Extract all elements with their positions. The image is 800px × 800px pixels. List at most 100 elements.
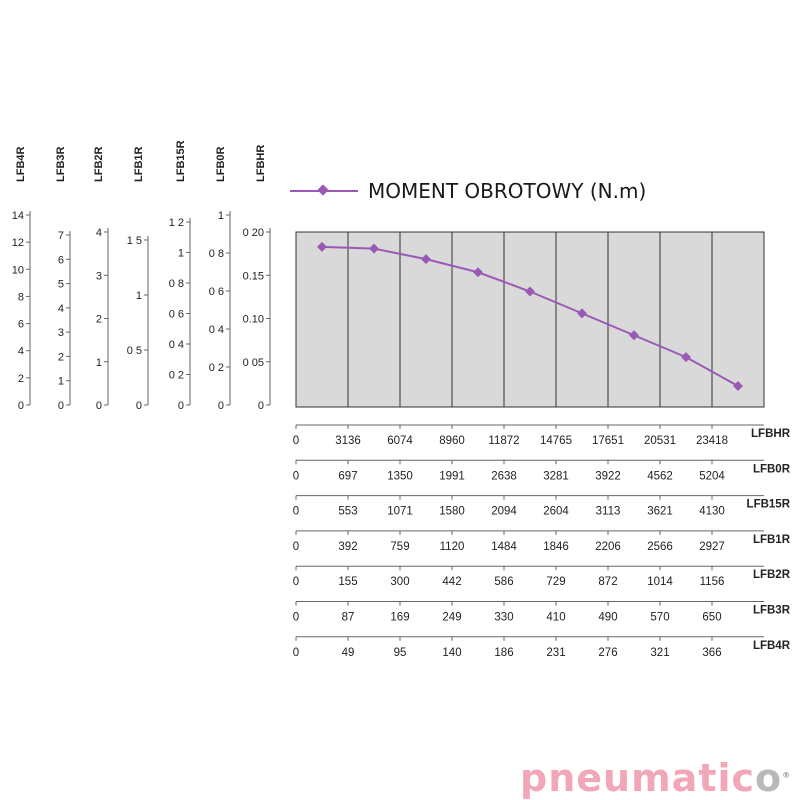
scale-tick-label: 0 [96,400,102,412]
scale-tick-label: 1 5 [127,235,142,247]
brand-reg: ® [782,770,792,780]
bottom-axis-tick-label: 11872 [488,435,519,447]
scale-tick-label: 10 [12,264,24,276]
scale-tick-label: 2 [18,373,24,385]
scale-tick-label: 8 [18,291,24,303]
scale-tick-label: 3 [58,327,64,339]
bottom-axis-tick-label: 169 [390,612,409,624]
legend: MOMENT OBROTOWY (N.m) [290,173,646,209]
scale-label: LFB3R [55,147,67,183]
bottom-axis-tick-label: 1014 [647,576,673,588]
scale-tick-label: 0 [258,400,264,412]
scale-tick-label: 2 [96,314,102,326]
bottom-axis-tick-label: 490 [598,612,617,624]
data-point [577,308,587,319]
bottom-axis-label: LFB2R [753,569,791,581]
bottom-axis-tick-label: 570 [650,612,669,624]
bottom-axis-tick-label: 366 [702,647,721,659]
bottom-axis-tick-label: 1120 [440,541,465,553]
bottom-axis-tick-label: 0 [293,470,299,482]
scale-tick-label: 0 05 [243,357,264,369]
bottom-axis-tick-label: 140 [442,647,461,659]
scale-tick-label: 5 [58,279,64,291]
bottom-axis-tick-label: 697 [338,470,357,482]
scale-tick-label: 0 20 [243,227,264,239]
bottom-axis-tick-label: 95 [394,647,407,659]
bottom-axis-tick-label: 586 [494,576,513,588]
bottom-axis-tick-label: 1484 [491,541,517,553]
bottom-axis-tick-label: 17651 [592,435,624,447]
bottom-axis-tick-label: 300 [390,576,409,588]
data-point [629,330,639,341]
scale-tick-label: 4 [58,303,64,315]
bottom-axis-tick-label: 3621 [647,506,673,518]
bottom-axis-tick-label: 553 [338,506,357,518]
bottom-axis-tick-label: 276 [598,647,617,659]
data-point [473,267,483,278]
bottom-axis-label: LFB1R [753,534,791,546]
bottom-axis-label: LFB3R [753,605,791,617]
scale-tick-label: 1 [178,248,184,260]
bottom-axis-tick-label: 0 [293,506,299,518]
bottom-axis-tick-label: 872 [598,576,617,588]
bottom-axis-tick-label: 729 [546,576,565,588]
bottom-axis-tick-label: 0 [293,647,299,659]
bottom-axis-tick-label: 0 [293,435,299,447]
bottom-axis-tick-label: 5204 [699,470,725,482]
bottom-axis-tick-label: 2927 [699,541,725,553]
scale-tick-label: 0 2 [169,370,184,382]
bottom-axis-label: LFB0R [753,463,791,475]
bottom-axis-tick-label: 231 [546,647,565,659]
bottom-axis-tick-label: 0 [293,541,299,553]
bottom-axis-tick-label: 2638 [491,470,517,482]
brand-text-o: o [755,756,783,800]
scale-label: LFB15R [175,140,187,182]
bottom-axis-tick-label: 442 [442,576,461,588]
scale-tick-label: 4 [96,227,102,239]
bottom-axis-tick-label: 249 [442,612,461,624]
scale-tick-label: 0 [136,400,142,412]
brand-logo: pneumatico® [520,756,791,800]
bottom-axis-tick-label: 3113 [596,506,621,518]
bottom-axis-tick-label: 330 [494,612,513,624]
scale-tick-label: 0 4 [169,339,184,351]
bottom-axis-tick-label: 0 [293,576,299,588]
bottom-axis-tick-label: 155 [338,576,357,588]
legend-swatch [290,184,358,196]
bottom-axis-label: LFB15R [747,499,791,511]
scale-tick-label: 0.15 [243,270,264,282]
bottom-axis-tick-label: 1991 [439,470,465,482]
bottom-axis-tick-label: 0 [293,612,299,624]
bottom-axis-tick-label: 6074 [387,435,413,447]
legend-title: MOMENT OBROTOWY (N.m) [368,179,647,203]
scale-tick-label: 12 [12,237,24,249]
scale-label: LFB0R [215,147,227,183]
bottom-axis-tick-label: 1156 [700,576,725,588]
scale-label: LFB1R [133,147,145,183]
bottom-axis-tick-label: 3281 [543,470,569,482]
scale-label: LFBHR [255,145,267,182]
bottom-axis-tick-label: 4562 [647,470,673,482]
bottom-axis-tick-label: 20531 [644,435,676,447]
bottom-axis-tick-label: 186 [494,647,513,659]
bottom-axis-tick-label: 1580 [439,506,465,518]
scale-tick-label: 0 5 [127,345,142,357]
scale-tick-label: 0 6 [209,286,224,298]
bottom-axis-tick-label: 321 [650,647,669,659]
bottom-axis-tick-label: 759 [390,541,409,553]
scale-tick-label: 0 [218,400,224,412]
bottom-axis-tick-label: 49 [342,647,355,659]
scale-tick-label: 6 [58,254,64,266]
data-point [681,352,691,363]
scale-tick-label: 4 [18,346,24,358]
bottom-axis-tick-label: 392 [338,541,357,553]
scale-tick-label: 0 8 [169,278,184,290]
bottom-axis-tick-label: 14765 [540,435,572,447]
scale-tick-label: 1 [96,357,102,369]
bottom-axis-label: LFBHR [751,428,791,440]
scale-tick-label: 0.10 [243,314,264,326]
bottom-axis-tick-label: 2566 [647,541,673,553]
data-point [525,286,535,297]
plot-area [295,231,765,408]
